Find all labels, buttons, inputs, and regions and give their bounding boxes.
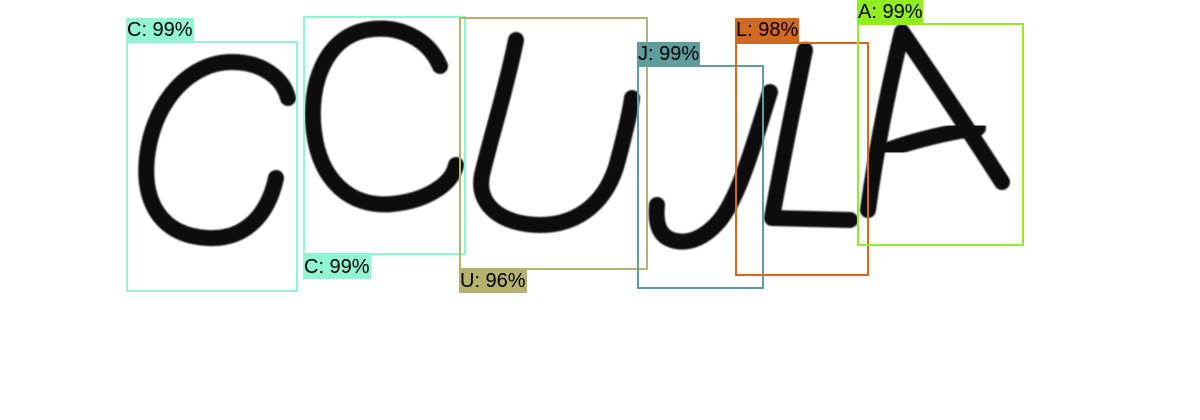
detection-box-j[interactable] — [637, 65, 764, 289]
handwritten-c-glyph — [304, 20, 464, 213]
handwritten-j-glyph — [648, 84, 778, 250]
handwritten-a-glyph — [860, 24, 1010, 218]
handwritten-c-glyph — [138, 54, 296, 247]
detection-box-l[interactable] — [735, 42, 869, 276]
detection-box-u[interactable] — [459, 17, 648, 270]
detection-box-c[interactable] — [303, 16, 466, 255]
handwritten-a-crossbar — [880, 120, 986, 158]
detection-label-c: C: 99% — [126, 18, 194, 42]
detection-label-l: L: 98% — [735, 18, 800, 42]
detection-label-c: C: 99% — [303, 255, 371, 279]
detection-label-j: J: 99% — [637, 42, 701, 66]
detection-label-a: A: 99% — [857, 0, 924, 24]
detection-box-c[interactable] — [126, 41, 298, 292]
handwritten-l-glyph — [764, 42, 858, 228]
handwritten-u-glyph — [473, 32, 640, 233]
detection-label-u: U: 96% — [459, 269, 527, 293]
detection-box-a[interactable] — [857, 23, 1024, 246]
